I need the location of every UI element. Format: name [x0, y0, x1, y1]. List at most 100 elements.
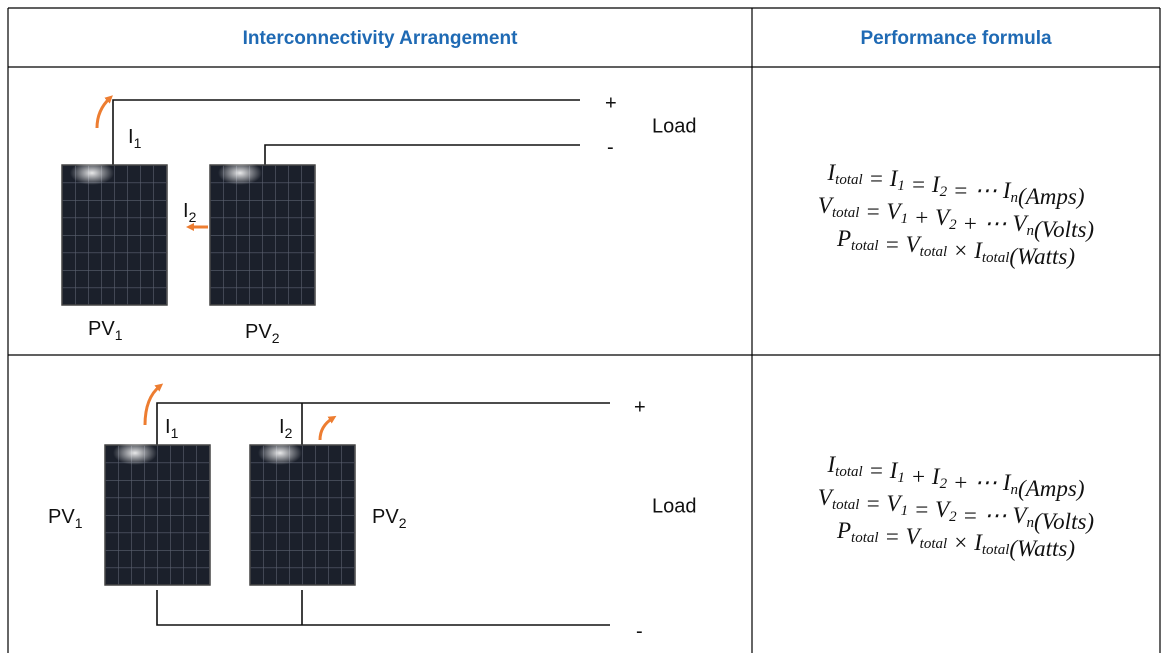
formula-text: × [947, 530, 974, 555]
formula-symbol: I [973, 530, 983, 555]
formula-symbol: I [931, 172, 941, 197]
header-arrangement: Interconnectivity Arrangement [243, 28, 519, 49]
formula-text: (Watts) [1009, 536, 1075, 561]
base: PV [245, 321, 272, 343]
formula-text: = [879, 232, 906, 257]
formula-subscript: total [835, 464, 863, 480]
formula-text: = [879, 524, 906, 549]
formula: Itotal = I1 + I2 + ⋯ In(Amps) [827, 452, 1085, 501]
plus: + [605, 92, 617, 114]
parallel-diagram: I1 I2 PV1 PV2 + - Load [48, 383, 697, 642]
formula: Itotal = I1 = I2 = ⋯ In(Amps) [827, 160, 1085, 209]
table-grid [7, 7, 1161, 653]
formula-subscript: total [982, 250, 1010, 266]
current-arrow [143, 383, 164, 426]
formula-text: + [908, 205, 935, 230]
current-label: I1 [128, 126, 142, 150]
formula-subscript: n [1027, 223, 1035, 239]
load: Load [652, 495, 697, 517]
formula-text: = ⋯ [947, 178, 1003, 203]
formula-text: × [947, 238, 974, 263]
formula-subscript: n [1027, 515, 1035, 531]
formula-text: = [859, 199, 886, 224]
formula-subscript: 1 [897, 470, 905, 486]
formula-subscript: 1 [897, 178, 905, 194]
formula-text: + [905, 464, 932, 489]
formula-text: = [908, 497, 935, 522]
base: I [128, 126, 134, 148]
formula-subscript: 2 [940, 184, 948, 200]
formula-text: (Amps) [1018, 476, 1084, 501]
formula-symbol: V [1012, 503, 1029, 528]
formula-subscript: total [920, 244, 948, 260]
plus: + [634, 396, 646, 418]
formula-subscript: 2 [949, 509, 957, 525]
sub: 1 [75, 515, 83, 531]
wire [112, 99, 580, 165]
current-label: I1 [165, 416, 179, 440]
formula: Ptotal = Vtotal × Itotal(Watts) [836, 518, 1075, 561]
formula-text: (Volts) [1034, 509, 1094, 534]
header-formula: Performance formula [860, 28, 1052, 49]
base: PV [48, 506, 75, 528]
formula: Vtotal = V1 + V2 + ⋯ Vn(Volts) [818, 193, 1094, 242]
formula-symbol: V [906, 524, 923, 549]
formula-symbol: I [827, 452, 837, 477]
current-arrow [318, 415, 337, 441]
wire [156, 402, 610, 626]
formula-subscript: total [835, 172, 863, 188]
formula-symbol: V [818, 485, 835, 510]
panel-label: PV1 [48, 506, 83, 530]
base: I [279, 416, 285, 438]
formula-subscript: total [832, 497, 860, 513]
formula: Ptotal = Vtotal × Itotal(Watts) [836, 226, 1075, 269]
minus: - [607, 136, 614, 158]
formula-symbol: I [889, 166, 899, 191]
formula-symbol: V [906, 232, 923, 257]
sub: 1 [134, 135, 142, 151]
formula-symbol: I [1002, 470, 1012, 495]
formula-symbol: V [818, 193, 835, 218]
formula-symbol: V [1012, 211, 1029, 236]
formula-subscript: 1 [901, 211, 909, 227]
formula-text: = [859, 491, 886, 516]
formula-subscript: 2 [949, 217, 957, 233]
formula: Vtotal = V1 = V2 = ⋯ Vn(Volts) [818, 485, 1094, 534]
formula-text: + ⋯ [957, 211, 1013, 236]
sub: 2 [399, 515, 407, 531]
formula-text: (Volts) [1034, 217, 1094, 242]
base: PV [88, 318, 115, 340]
current-arrow [95, 95, 113, 129]
formula-subscript: n [1011, 482, 1019, 498]
sub: 2 [272, 330, 280, 346]
base: I [165, 416, 171, 438]
current-label: I2 [279, 416, 293, 440]
formula-symbol: P [836, 518, 851, 543]
formula-text: = [863, 458, 890, 483]
formula-subscript: total [851, 238, 879, 254]
formula-text: + ⋯ [947, 470, 1003, 495]
formula-text: = ⋯ [957, 503, 1013, 528]
current-label: I2 [183, 200, 197, 224]
formula-symbol: V [887, 491, 904, 516]
formula-subscript: total [982, 542, 1010, 558]
sub: 2 [285, 425, 293, 441]
formula-subscript: total [851, 530, 879, 546]
formula-symbol: I [931, 464, 941, 489]
formula-subscript: 1 [901, 503, 909, 519]
formula-subscript: 2 [940, 476, 948, 492]
formula-text: = [863, 166, 890, 191]
sub: 1 [171, 425, 179, 441]
sub: 1 [115, 327, 123, 343]
panel-label: PV1 [88, 318, 123, 342]
panel-label: PV2 [245, 321, 280, 345]
formula-symbol: I [827, 160, 837, 185]
formula-text: (Watts) [1009, 244, 1075, 269]
formula-symbol: V [887, 199, 904, 224]
formula-symbol: V [935, 497, 952, 522]
formula-text: = [905, 172, 932, 197]
formula-symbol: I [1002, 178, 1012, 203]
formula-subscript: total [832, 205, 860, 221]
sub: 2 [189, 209, 197, 225]
